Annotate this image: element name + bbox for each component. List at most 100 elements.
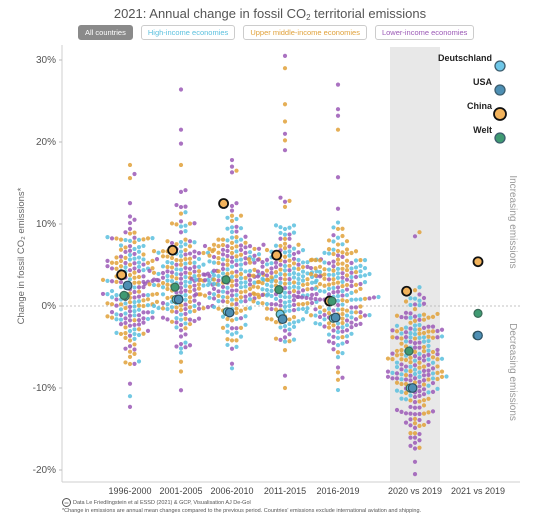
data-point	[421, 344, 427, 350]
data-point	[426, 362, 431, 368]
data-point	[229, 208, 235, 213]
data-point	[207, 291, 212, 296]
data-point	[243, 289, 248, 294]
filter-all-countries[interactable]: All countries	[78, 25, 133, 40]
data-point	[317, 314, 323, 320]
data-point	[308, 265, 314, 271]
data-point	[183, 288, 188, 293]
data-point	[127, 214, 133, 219]
data-point	[287, 290, 292, 295]
data-point	[187, 251, 193, 256]
data-point	[169, 265, 175, 270]
point-world	[274, 285, 284, 295]
data-point	[399, 367, 404, 372]
filter-lower-income[interactable]: Lower-income economies	[374, 25, 475, 40]
data-point	[282, 290, 288, 295]
data-point	[349, 290, 354, 295]
data-point	[282, 199, 288, 204]
data-point	[118, 331, 124, 337]
data-point	[201, 306, 206, 311]
data-point	[238, 308, 244, 313]
data-point	[291, 315, 297, 320]
data-point	[178, 162, 184, 168]
data-point	[349, 325, 354, 330]
data-point	[178, 388, 184, 393]
data-point	[136, 359, 142, 364]
data-point	[118, 254, 124, 259]
data-point	[353, 317, 359, 322]
data-point	[229, 225, 235, 230]
data-point	[150, 309, 155, 315]
data-point	[187, 284, 193, 289]
point-usa	[407, 383, 418, 393]
annotation-increasing: Increasing emissions	[507, 175, 518, 268]
y-tick-label: 10%	[36, 219, 56, 230]
chart-title: 2021: Annual change in fossil CO2 territ…	[0, 6, 540, 22]
data-point	[132, 327, 137, 332]
data-point	[390, 357, 395, 362]
data-point	[412, 296, 418, 301]
data-point	[225, 238, 230, 243]
data-point	[278, 303, 283, 308]
data-point	[417, 322, 422, 328]
filter-high-income[interactable]: High-income economies	[140, 25, 236, 40]
data-point	[234, 278, 239, 283]
data-point	[296, 272, 301, 277]
data-point	[118, 280, 124, 285]
data-point	[326, 277, 332, 282]
data-point	[187, 295, 193, 300]
data-point	[362, 296, 368, 301]
data-point	[187, 305, 193, 310]
data-point	[132, 270, 137, 275]
data-point	[273, 243, 279, 248]
data-point	[408, 335, 413, 340]
data-point	[282, 119, 288, 124]
data-point	[264, 293, 270, 298]
data-point	[421, 398, 427, 403]
data-point	[344, 318, 350, 323]
data-point	[127, 231, 133, 236]
title-subscript: 2	[306, 13, 311, 22]
data-point	[178, 312, 184, 317]
data-point	[353, 310, 359, 315]
data-point	[127, 394, 133, 399]
filter-upper-middle-income[interactable]: Upper middle-income economies	[243, 25, 367, 40]
data-point	[417, 384, 422, 389]
data-point	[349, 279, 354, 284]
data-point	[340, 226, 345, 231]
data-point	[426, 372, 431, 377]
data-point	[282, 241, 288, 246]
data-point	[435, 376, 440, 382]
data-point	[403, 377, 409, 382]
data-point	[273, 270, 279, 275]
data-point	[187, 271, 193, 276]
data-point	[421, 368, 427, 374]
data-point	[142, 281, 148, 286]
data-point	[183, 340, 188, 345]
data-point	[216, 299, 221, 304]
data-point	[141, 243, 146, 249]
data-point	[421, 364, 427, 369]
data-point	[192, 303, 197, 309]
data-point	[430, 371, 436, 376]
point-world	[119, 290, 129, 300]
data-point	[335, 175, 341, 180]
data-point	[183, 261, 188, 266]
data-point	[421, 325, 427, 330]
footer-source: Data Le Friedlingstein et al ESSD (2021)…	[73, 500, 251, 506]
data-point	[225, 295, 230, 300]
data-point	[216, 244, 221, 249]
data-point	[430, 380, 436, 386]
data-point	[269, 279, 274, 284]
data-point	[174, 305, 179, 310]
data-point	[109, 266, 115, 271]
data-point	[141, 316, 146, 321]
data-point	[335, 266, 341, 271]
data-point	[408, 373, 413, 378]
data-point	[225, 285, 230, 290]
data-point	[322, 289, 327, 294]
data-point	[229, 157, 235, 163]
data-point	[251, 299, 256, 304]
data-point	[165, 306, 170, 312]
data-point	[421, 358, 427, 363]
